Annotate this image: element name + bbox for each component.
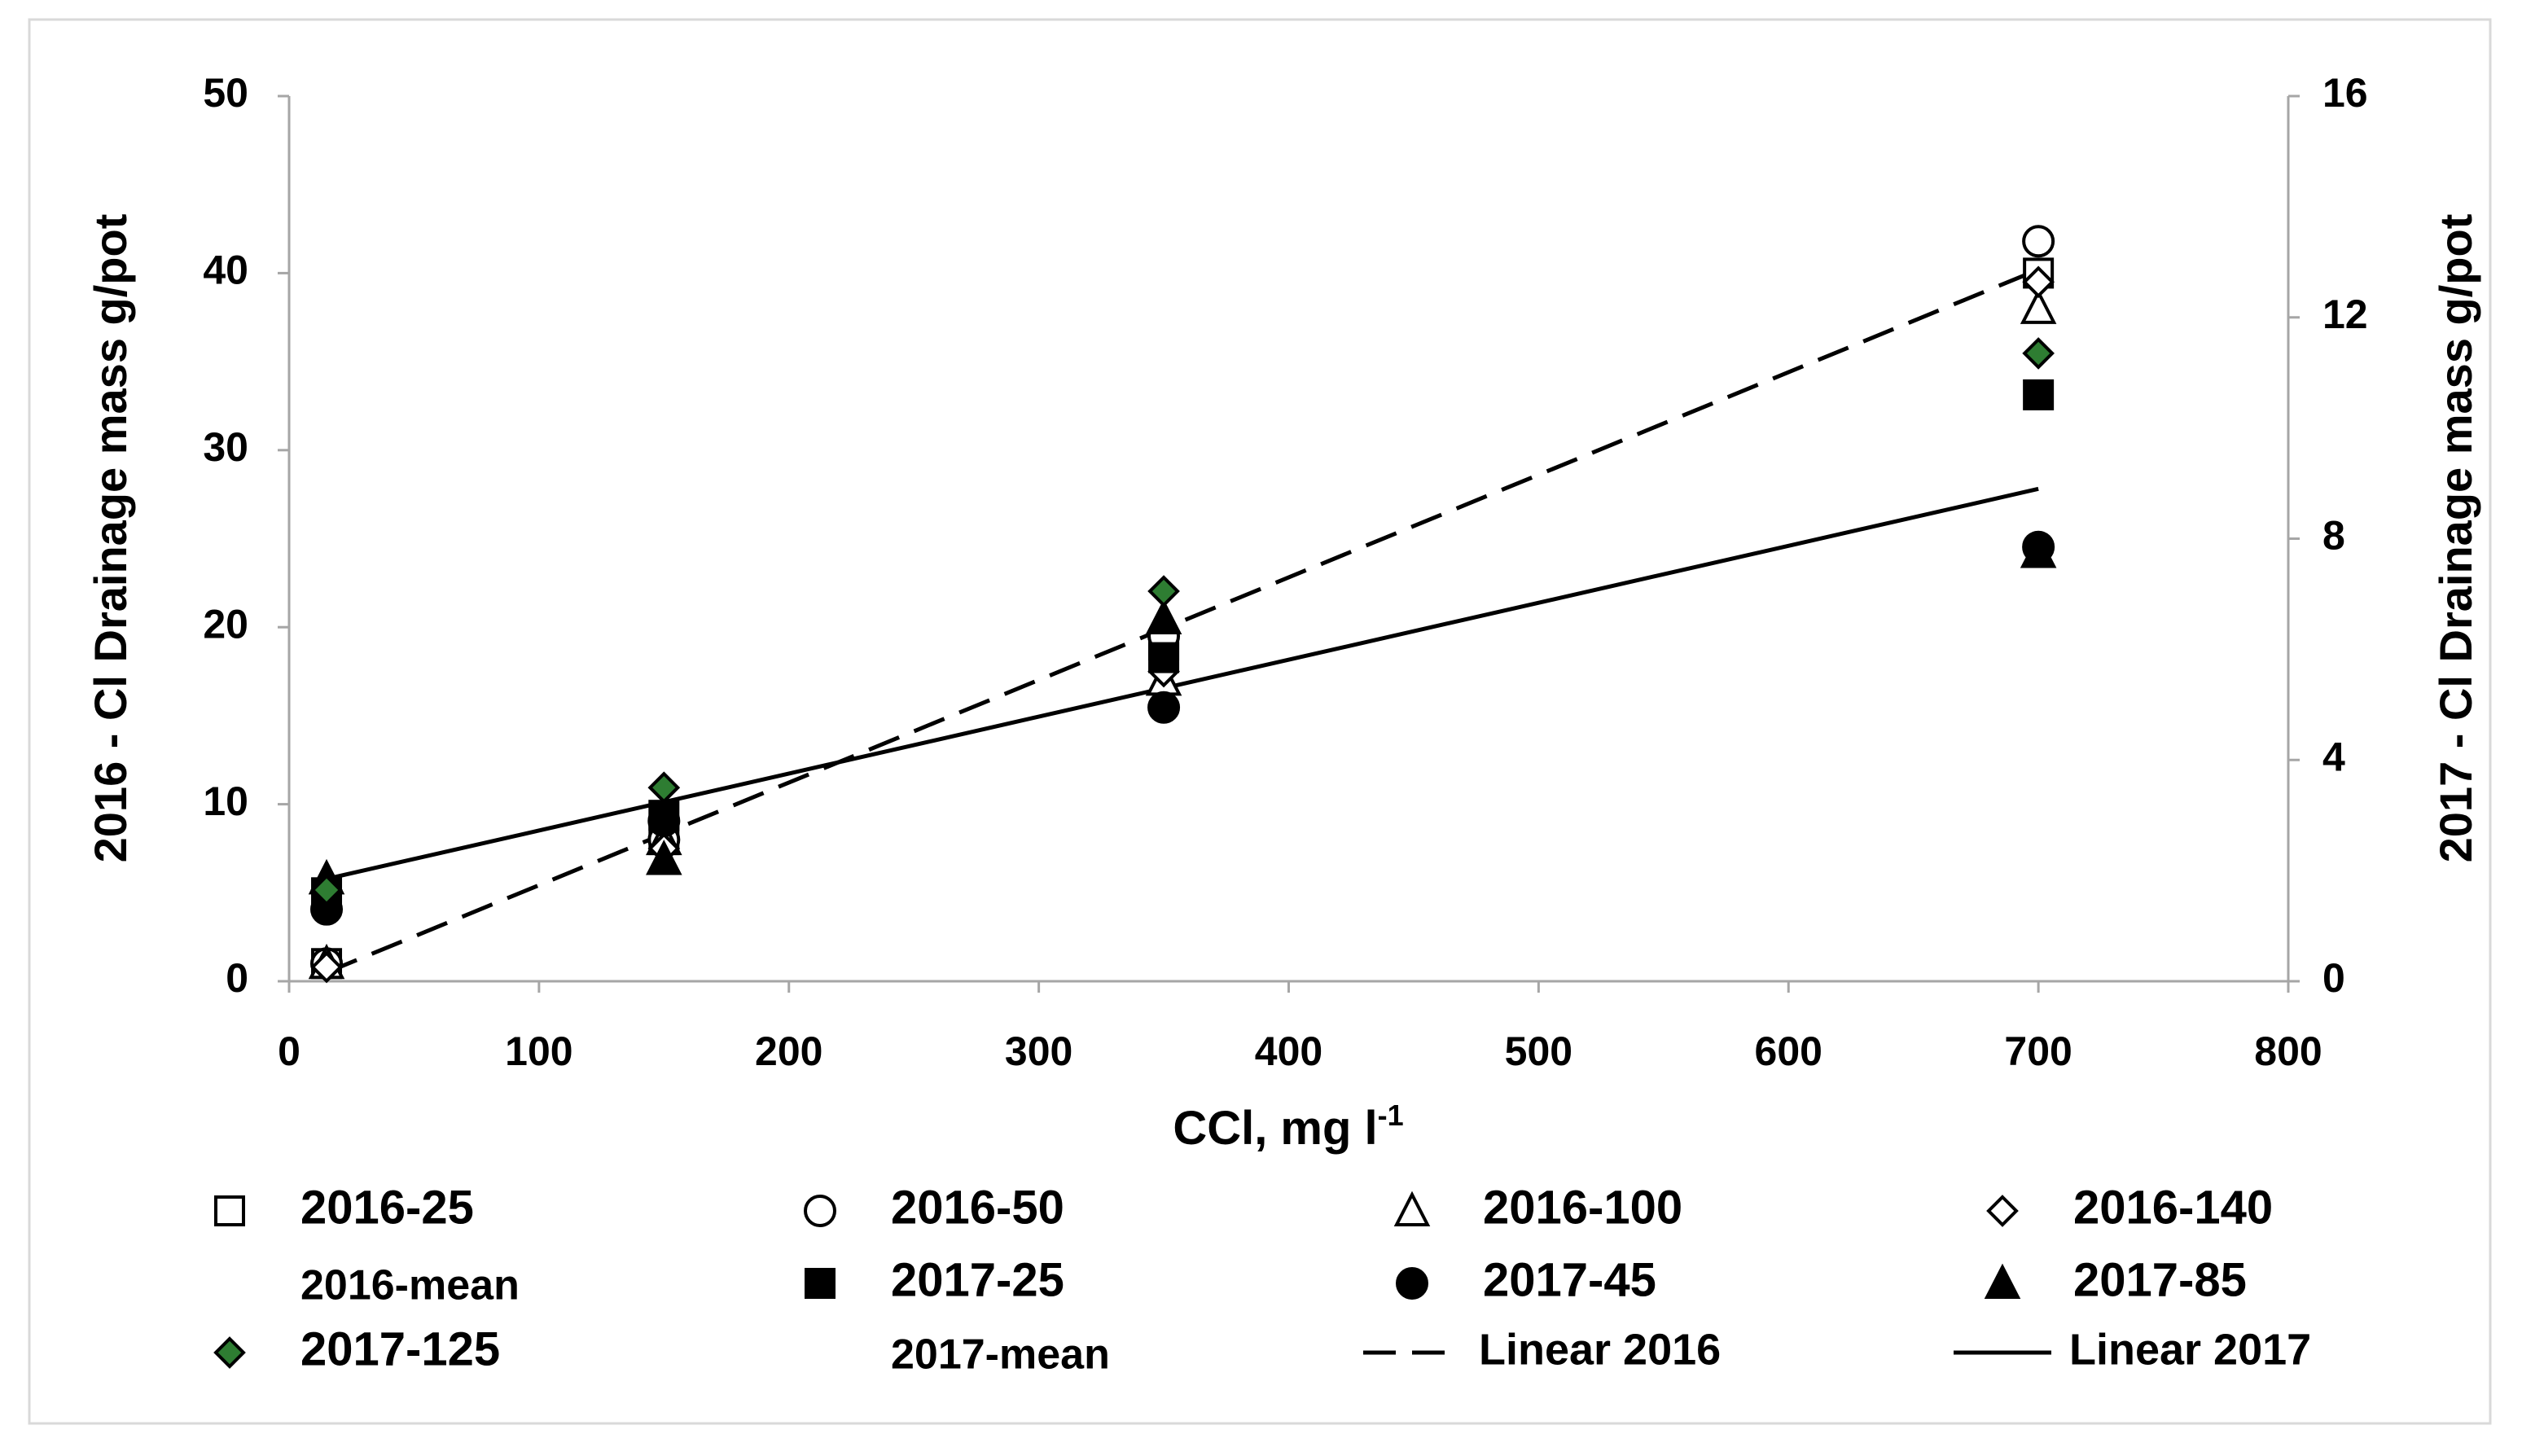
y-tick-label: 0 (226, 955, 248, 1001)
x-axis-title-main: CCl, mg l (1173, 1102, 1377, 1155)
legend-marker (214, 1195, 245, 1226)
x-tick-label: 700 (2004, 1028, 2072, 1074)
y2-tick-label: 4 (2322, 734, 2345, 779)
legend-marker (804, 1195, 836, 1227)
point (1147, 575, 1180, 607)
legend-label: 2016-140 (2073, 1181, 2273, 1234)
point (647, 804, 681, 837)
legend-label: 2017-45 (1483, 1253, 1656, 1306)
x-tick-label: 500 (1505, 1028, 1572, 1074)
y2-tick-label: 16 (2322, 70, 2368, 116)
x-axis-title: CCl, mg l-1 (1173, 1099, 1403, 1156)
x-axis-title-sup: -1 (1378, 1099, 1404, 1132)
y-tick-label: 30 (203, 424, 248, 470)
point (2022, 225, 2055, 258)
point (310, 874, 343, 906)
point (1147, 691, 1181, 724)
point (2020, 533, 2057, 568)
point (1145, 599, 1182, 635)
x-tick-label: 600 (1755, 1028, 1822, 1074)
point (2022, 265, 2055, 299)
legend-label: 2016-100 (1483, 1181, 1682, 1234)
legend-marker (1393, 1191, 1431, 1226)
legend-marker (1984, 1263, 2021, 1299)
legend-label: 2017-mean (891, 1331, 1110, 1379)
x-tick-label: 800 (2254, 1028, 2322, 1074)
y-axis-title: 2016 - Cl Drainage mass g/pot (85, 214, 136, 863)
legend-label: Linear 2017 (2069, 1325, 2311, 1374)
x-tick-label: 300 (1005, 1028, 1072, 1074)
legend-label: 2016-mean (300, 1262, 520, 1309)
legend-label: 2017-25 (891, 1253, 1064, 1306)
point (1148, 642, 1180, 673)
y-tick-label: 10 (203, 778, 248, 824)
legend-label: 2016-50 (891, 1181, 1064, 1234)
point (2023, 379, 2055, 410)
point (646, 840, 682, 875)
y2-tick-label: 12 (2322, 292, 2368, 337)
x-tick-label: 100 (505, 1028, 572, 1074)
legend-marker (805, 1268, 836, 1299)
point (310, 950, 343, 984)
x-tick-label: 400 (1255, 1028, 1322, 1074)
point (647, 771, 681, 805)
y2-axis-title: 2017 - Cl Drainage mass g/pot (2430, 214, 2481, 863)
point (2022, 337, 2055, 370)
y-tick-label: 50 (203, 70, 248, 116)
legend-label: 2017-125 (300, 1322, 500, 1375)
y2-tick-label: 0 (2322, 955, 2345, 1001)
x-tick-label: 0 (278, 1028, 300, 1074)
x-tick-label: 200 (755, 1028, 822, 1074)
chart-border (28, 18, 2492, 1425)
legend-marker (213, 1336, 246, 1369)
trend-line (326, 267, 2040, 975)
y-tick-label: 40 (203, 248, 248, 293)
y2-tick-label: 8 (2322, 513, 2345, 559)
trend-line (326, 486, 2039, 881)
y-tick-label: 20 (203, 601, 248, 647)
legend-label: Linear 2016 (1479, 1325, 1721, 1374)
legend-label: 2016-25 (300, 1181, 474, 1234)
legend-marker (1396, 1267, 1428, 1300)
point (2020, 288, 2057, 324)
legend-marker (1986, 1195, 2019, 1227)
legend-label: 2017-85 (2073, 1253, 2247, 1306)
